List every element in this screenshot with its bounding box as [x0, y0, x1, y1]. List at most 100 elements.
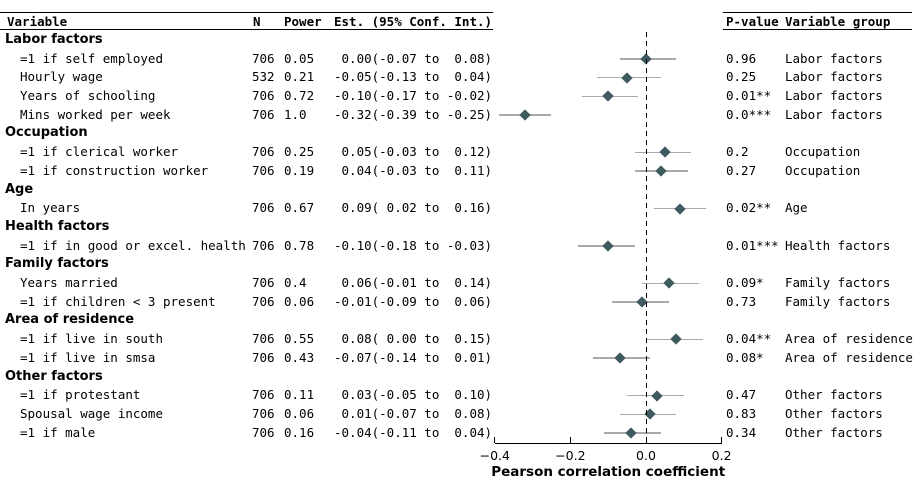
column-header-pvalue: P-value: [726, 14, 779, 29]
table-row: =1 if male 706 0.16 -0.04(-0.11 to 0.04) 0.3…: [0, 424, 919, 443]
estimate-ci-text: -0.07(-0.14 to 0.01): [334, 349, 493, 365]
estimate-marker: [621, 72, 633, 84]
table-row: Mins worked per week 706 1.0 -0.32(-0.39 to…: [0, 106, 919, 125]
estimate-ci-text: -0.05(-0.13 to 0.04): [334, 69, 493, 85]
variable-group-text: Other factors: [785, 424, 883, 440]
estimate-marker: [625, 427, 637, 439]
variable-group-text: Labor factors: [785, 50, 883, 66]
variable-group-header: Age: [5, 181, 34, 197]
table-row: =1 if children < 3 present 706 0.06 -0.01(-…: [0, 293, 919, 312]
right-table-header-rule: [723, 29, 912, 30]
x-axis-line: [494, 443, 722, 444]
power-value: 0.19: [284, 162, 315, 178]
table-row: =1 if self employed 706 0.05 0.00(-0.07 to…: [0, 50, 919, 69]
x-axis-tick: [494, 437, 496, 443]
estimate-ci-text: 0.05(-0.03 to 0.12): [334, 144, 493, 160]
group-header-row: Age: [0, 181, 919, 200]
estimate-ci-text: 0.06(-0.01 to 0.14): [334, 275, 493, 291]
variable-label: =1 if self employed: [20, 50, 163, 66]
variable-group-header: Other factors: [5, 368, 103, 384]
variable-group-header: Health factors: [5, 218, 110, 234]
estimate-marker: [670, 333, 682, 346]
estimate-ci-text: 0.03(-0.05 to 0.10): [334, 387, 493, 403]
x-axis-tick-label: 0.0: [636, 448, 656, 463]
variable-group-text: Other factors: [785, 387, 883, 403]
n-value: 706: [252, 237, 275, 253]
column-header-estimate: Est. (95% Conf. Int.): [334, 14, 493, 29]
variable-group-text: Family factors: [785, 293, 891, 309]
table-row: =1 if clerical worker 706 0.25 0.05(-0.03 …: [0, 143, 919, 162]
variable-label: =1 if protestant: [20, 387, 141, 403]
estimate-ci-text: -0.32(-0.39 to -0.25): [334, 106, 493, 122]
variable-label: In years: [20, 200, 81, 216]
power-value: 0.06: [284, 405, 315, 421]
n-value: 706: [252, 200, 275, 216]
group-header-row: Occupation: [0, 124, 919, 143]
estimate-ci-text: 0.08( 0.00 to 0.15): [334, 331, 493, 347]
x-axis-title: Pearson correlation coefficient: [491, 464, 726, 480]
group-header-row: Family factors: [0, 255, 919, 274]
n-value: 706: [252, 349, 275, 365]
table-row: =1 if protestant 706 0.11 0.03(-0.05 to 0.…: [0, 386, 919, 405]
estimate-marker: [613, 352, 626, 364]
estimate-marker: [602, 240, 614, 252]
n-value: 532: [252, 69, 275, 85]
variable-group-text: Occupation: [785, 162, 861, 178]
power-value: 0.25: [284, 144, 315, 160]
n-value: 706: [252, 144, 275, 160]
variable-label: Years married: [20, 275, 118, 291]
n-value: 706: [252, 405, 275, 421]
variable-group-text: Age: [785, 200, 808, 216]
estimate-marker: [674, 202, 686, 215]
x-axis-tick: [721, 437, 723, 443]
table-row: Years of schooling 706 0.72 -0.10(-0.17 to …: [0, 87, 919, 106]
pvalue-text: 0.27: [726, 162, 757, 178]
variable-label: =1 if clerical worker: [20, 144, 179, 160]
estimate-ci-text: -0.10(-0.17 to -0.02): [334, 88, 493, 104]
pvalue-text: 0.01**: [726, 88, 772, 104]
table-row: =1 if in good or excel. health 706 0.78 -0.…: [0, 237, 919, 256]
power-value: 0.06: [284, 293, 315, 309]
table-row: =1 if construction worker 706 0.19 0.04(-0…: [0, 162, 919, 181]
variable-group-text: Labor factors: [785, 106, 883, 122]
power-value: 0.11: [284, 387, 315, 403]
pvalue-text: 0.02**: [726, 200, 772, 216]
variable-label: =1 if construction worker: [20, 162, 209, 178]
estimate-marker: [519, 109, 531, 121]
table-row: =1 if live in smsa 706 0.43 -0.07(-0.14 to …: [0, 349, 919, 368]
x-axis-tick-label: −0.2: [555, 448, 586, 463]
estimate-ci-text: 0.01(-0.07 to 0.08): [334, 405, 493, 421]
column-header-variable: Variable: [7, 14, 68, 29]
table-row: Hourly wage 532 0.21 -0.05(-0.13 to 0.04) 0.…: [0, 68, 919, 87]
group-header-row: Health factors: [0, 218, 919, 237]
estimate-marker: [655, 165, 667, 177]
variable-label: =1 if live in south: [20, 331, 163, 347]
pvalue-text: 0.09*: [726, 275, 764, 291]
variable-label: =1 if live in smsa: [20, 349, 156, 365]
pvalue-text: 0.08*: [726, 349, 764, 365]
n-value: 706: [252, 275, 275, 291]
group-header-row: Labor factors: [0, 31, 919, 50]
estimate-ci-text: 0.00(-0.07 to 0.08): [334, 50, 493, 66]
table-row: Spousal wage income 706 0.06 0.01(-0.07 to…: [0, 405, 919, 424]
pvalue-text: 0.34: [726, 424, 757, 440]
column-header-n: N: [253, 14, 261, 29]
n-value: 706: [252, 50, 275, 66]
estimate-ci-text: -0.01(-0.09 to 0.06): [334, 293, 493, 309]
estimate-ci-text: -0.10(-0.18 to -0.03): [334, 237, 493, 253]
variable-label: Mins worked per week: [20, 106, 171, 122]
n-value: 706: [252, 387, 275, 403]
n-value: 706: [252, 162, 275, 178]
variable-group-text: Other factors: [785, 405, 883, 421]
column-header-power: Power: [284, 14, 322, 29]
power-value: 0.4: [284, 275, 307, 291]
variable-group-header: Occupation: [5, 125, 88, 141]
pvalue-text: 0.83: [726, 405, 757, 421]
variable-group-header: Area of residence: [5, 312, 135, 328]
variable-group-text: Occupation: [785, 144, 861, 160]
estimate-marker: [602, 90, 614, 103]
n-value: 706: [252, 331, 275, 347]
variable-group-header: Labor factors: [5, 31, 103, 47]
variable-group-text: Labor factors: [785, 69, 883, 85]
variable-group-text: Area of residence: [785, 331, 913, 347]
